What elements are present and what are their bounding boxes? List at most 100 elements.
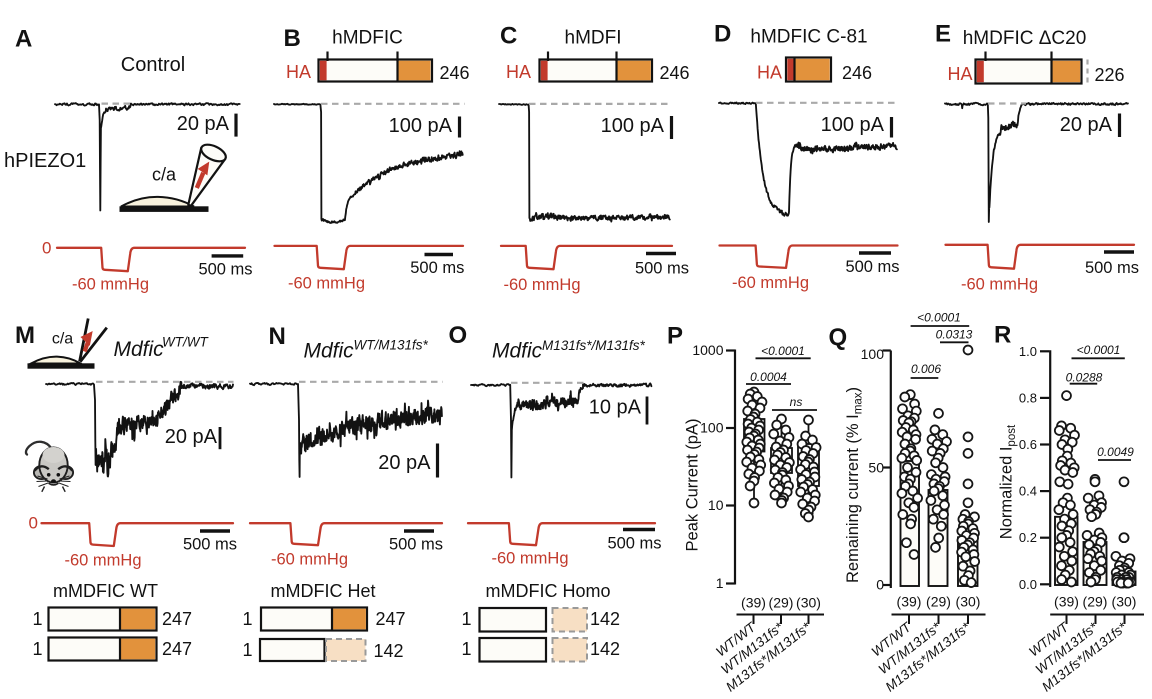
svg-text:C: C <box>500 23 517 50</box>
svg-text:(29): (29) <box>926 594 951 610</box>
svg-text:Peak Current (pA): Peak Current (pA) <box>684 419 702 552</box>
svg-text:Q: Q <box>829 324 848 351</box>
svg-text:E: E <box>935 21 951 48</box>
svg-text:HA: HA <box>757 63 782 83</box>
svg-text:1: 1 <box>242 609 252 629</box>
svg-text:ns: ns <box>790 395 803 409</box>
svg-text:D: D <box>714 21 731 48</box>
svg-text:c/a: c/a <box>52 331 73 348</box>
svg-text:0.0288: 0.0288 <box>1066 370 1103 384</box>
svg-text:-60 mmHg: -60 mmHg <box>64 552 141 570</box>
svg-text:50: 50 <box>868 459 884 475</box>
svg-text:0: 0 <box>29 514 38 533</box>
svg-text:(39): (39) <box>1054 594 1079 610</box>
svg-text:Remaining current (% Imax): Remaining current (% Imax) <box>844 387 865 583</box>
svg-text:Mdfic: Mdfic <box>304 340 355 363</box>
svg-text:100: 100 <box>861 346 885 362</box>
svg-text:(30): (30) <box>1112 594 1137 610</box>
svg-text:hMDFI: hMDFI <box>565 28 622 49</box>
svg-text:247: 247 <box>162 609 192 629</box>
svg-text:(29): (29) <box>769 595 794 611</box>
svg-text:M: M <box>15 322 35 349</box>
svg-text:WT/M131fs*: WT/M131fs* <box>354 338 429 353</box>
svg-text:0: 0 <box>876 577 884 593</box>
svg-text:0.006: 0.006 <box>911 362 941 376</box>
svg-text:hMDFIC: hMDFIC <box>332 28 403 49</box>
svg-text:<0.0001: <0.0001 <box>761 344 805 358</box>
svg-text:Mdfic: Mdfic <box>492 340 543 363</box>
svg-text:0.0313: 0.0313 <box>936 328 973 342</box>
svg-text:c/a: c/a <box>152 165 177 185</box>
svg-text:500 ms: 500 ms <box>198 261 252 279</box>
svg-text:20 pA: 20 pA <box>177 113 230 135</box>
svg-text:20 pA: 20 pA <box>1060 114 1113 136</box>
svg-text:500 ms: 500 ms <box>607 535 661 553</box>
svg-text:246: 246 <box>660 63 690 83</box>
svg-text:100 pA: 100 pA <box>389 115 453 137</box>
svg-text:mMDFIC Homo: mMDFIC Homo <box>486 581 611 601</box>
svg-text:O: O <box>449 322 468 349</box>
svg-text:WT/WT: WT/WT <box>162 335 209 350</box>
svg-text:hPIEZO1: hPIEZO1 <box>4 150 86 172</box>
svg-text:1: 1 <box>461 609 471 629</box>
svg-text:0.0049: 0.0049 <box>1097 445 1134 459</box>
svg-text:0.4: 0.4 <box>1019 484 1037 499</box>
svg-text:1: 1 <box>242 640 252 660</box>
svg-text:HA: HA <box>506 62 531 82</box>
svg-text:500 ms: 500 ms <box>635 260 689 278</box>
svg-text:246: 246 <box>440 63 470 83</box>
svg-text:1000: 1000 <box>692 342 723 358</box>
svg-text:P: P <box>667 323 683 350</box>
svg-text:(29): (29) <box>1083 594 1108 610</box>
svg-text:(30): (30) <box>956 594 981 610</box>
svg-text:0: 0 <box>42 239 51 258</box>
svg-text:0.2: 0.2 <box>1019 530 1037 545</box>
svg-text:10 pA: 10 pA <box>589 397 642 419</box>
svg-text:142: 142 <box>590 639 620 659</box>
svg-text:(30): (30) <box>796 595 821 611</box>
svg-text:100: 100 <box>700 420 724 436</box>
svg-text:-60 mmHg: -60 mmHg <box>271 551 348 569</box>
svg-text:10: 10 <box>708 497 724 513</box>
svg-text:B: B <box>284 25 301 52</box>
svg-text:Mdfic: Mdfic <box>114 338 165 361</box>
svg-text:500 ms: 500 ms <box>410 259 464 277</box>
svg-text:R: R <box>994 322 1011 349</box>
svg-text:<0.0001: <0.0001 <box>917 311 961 325</box>
svg-text:A: A <box>15 25 32 52</box>
svg-text:500 ms: 500 ms <box>845 258 899 276</box>
svg-text:1: 1 <box>32 609 42 629</box>
svg-text:500 ms: 500 ms <box>1085 259 1139 277</box>
svg-text:142: 142 <box>590 609 620 629</box>
svg-text:<0.0001: <0.0001 <box>1077 343 1121 357</box>
svg-text:(39): (39) <box>741 595 766 611</box>
svg-text:0.0004: 0.0004 <box>750 370 787 384</box>
svg-text:N: N <box>269 323 286 350</box>
svg-text:100 pA: 100 pA <box>821 114 885 136</box>
svg-text:1.0: 1.0 <box>1019 344 1037 359</box>
svg-text:Control: Control <box>121 54 185 76</box>
svg-text:(39): (39) <box>897 594 922 610</box>
svg-text:0.8: 0.8 <box>1019 390 1037 405</box>
svg-text:500 ms: 500 ms <box>183 536 237 554</box>
svg-text:0.0: 0.0 <box>1019 577 1037 592</box>
svg-text:100 pA: 100 pA <box>601 115 665 137</box>
svg-text:226: 226 <box>1095 65 1125 85</box>
svg-text:246: 246 <box>842 63 872 83</box>
svg-text:1: 1 <box>32 639 42 659</box>
svg-text:HA: HA <box>286 62 311 82</box>
svg-text:hMDFIC C-81: hMDFIC C-81 <box>750 27 867 48</box>
svg-text:mMDFIC Het: mMDFIC Het <box>271 581 376 601</box>
svg-text:HA: HA <box>947 64 972 84</box>
svg-text:mMDFIC WT: mMDFIC WT <box>53 581 158 601</box>
svg-text:500 ms: 500 ms <box>389 536 443 554</box>
svg-text:1: 1 <box>716 575 724 591</box>
svg-text:M131fs*/M131fs*: M131fs*/M131fs* <box>542 338 646 353</box>
svg-text:142: 142 <box>374 641 404 661</box>
svg-text:-60 mmHg: -60 mmHg <box>72 276 149 294</box>
svg-text:-60 mmHg: -60 mmHg <box>491 550 568 568</box>
svg-text:247: 247 <box>162 639 192 659</box>
svg-text:-60 mmHg: -60 mmHg <box>732 274 809 292</box>
svg-text:247: 247 <box>376 609 406 629</box>
svg-text:-60 mmHg: -60 mmHg <box>503 276 580 294</box>
